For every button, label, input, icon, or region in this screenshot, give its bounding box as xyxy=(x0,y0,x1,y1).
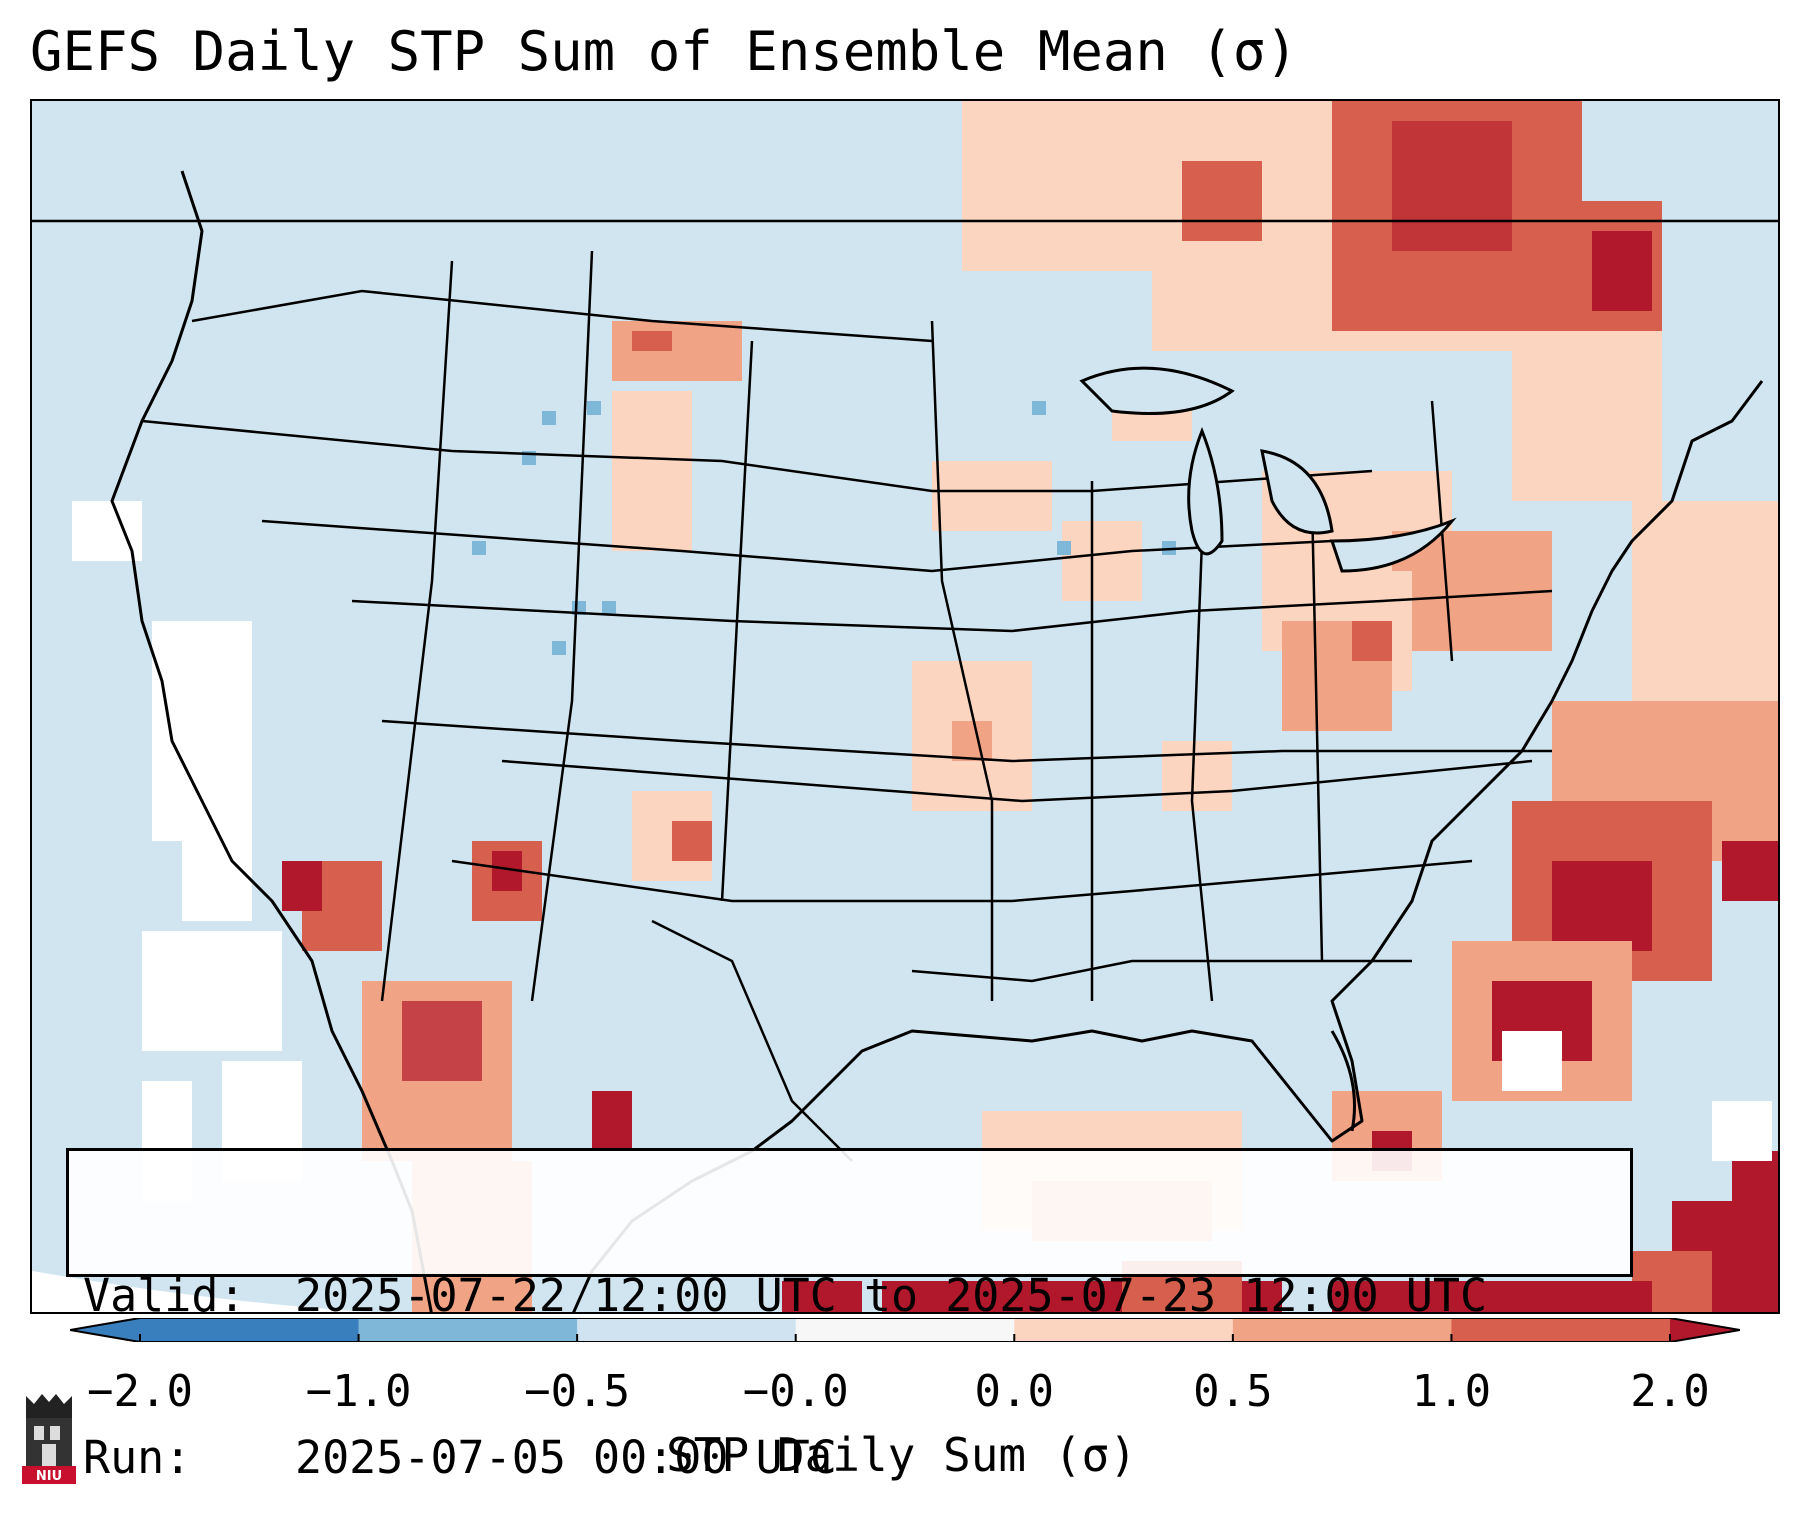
run-label: Run: xyxy=(83,1431,192,1484)
colorbar-segment xyxy=(1014,1318,1234,1342)
negative-patches xyxy=(472,401,1176,655)
colorbar-tick-label: −0.0 xyxy=(742,1366,849,1417)
colorbar-label: STP Daily Sum (σ) xyxy=(666,1428,1137,1482)
logo-text: NIU xyxy=(36,1469,62,1484)
colorbar-segment xyxy=(1451,1318,1671,1342)
colorbar-tick-label: −2.0 xyxy=(87,1366,193,1417)
valid-run-info-box: Valid: 2025-07-22 12:00 UTC to 2025-07-23… xyxy=(66,1148,1633,1484)
run-value: 2025-07-05 00:00 UTC xyxy=(295,1431,837,1484)
colorbar-segment xyxy=(577,1318,797,1342)
anomaly-patches-plains xyxy=(612,321,1232,811)
stp-map xyxy=(32,101,1778,1312)
colorbar-tick-label: 0.5 xyxy=(1193,1366,1273,1417)
colorbar-extend-low xyxy=(70,1318,140,1342)
map-panel xyxy=(30,99,1780,1314)
coastline-outline xyxy=(110,170,1764,1312)
colorbar-tick-label: 1.0 xyxy=(1411,1366,1492,1417)
colorbar-segment xyxy=(1232,1318,1452,1342)
colorbar-segment xyxy=(358,1318,578,1342)
valid-value: 2025-07-22 12:00 UTC to 2025-07-23 12:00… xyxy=(295,1269,1488,1322)
colorbar-segment xyxy=(140,1318,360,1342)
anomaly-patches-northeast xyxy=(962,101,1662,731)
colorbar-tick-label: 2.0 xyxy=(1630,1366,1710,1417)
niu-logo: NIU xyxy=(22,1394,76,1484)
colorbar xyxy=(69,1317,1741,1343)
colorbar-tick-label: −0.5 xyxy=(524,1366,631,1417)
valid-label: Valid: xyxy=(83,1269,246,1322)
anomaly-patches-atlantic xyxy=(1452,501,1778,1312)
colorbar-tick-label: −1.0 xyxy=(305,1366,412,1417)
near-zero-patches-pacific xyxy=(72,501,1772,1201)
map-title: GEFS Daily STP Sum of Ensemble Mean (σ) xyxy=(30,20,1298,83)
colorbar-segment xyxy=(795,1318,1015,1342)
colorbar-ticks: −2.0 −1.0 −0.5 −0.0 0.0 0.5 1.0 2.0 xyxy=(0,1366,1803,1422)
colorbar-extend-high xyxy=(1670,1318,1740,1342)
projection-edge xyxy=(32,1271,366,1312)
colorbar-tick-label: 0.0 xyxy=(974,1366,1055,1417)
great-lakes xyxy=(1079,366,1457,573)
colorbar-svg xyxy=(69,1317,1741,1343)
